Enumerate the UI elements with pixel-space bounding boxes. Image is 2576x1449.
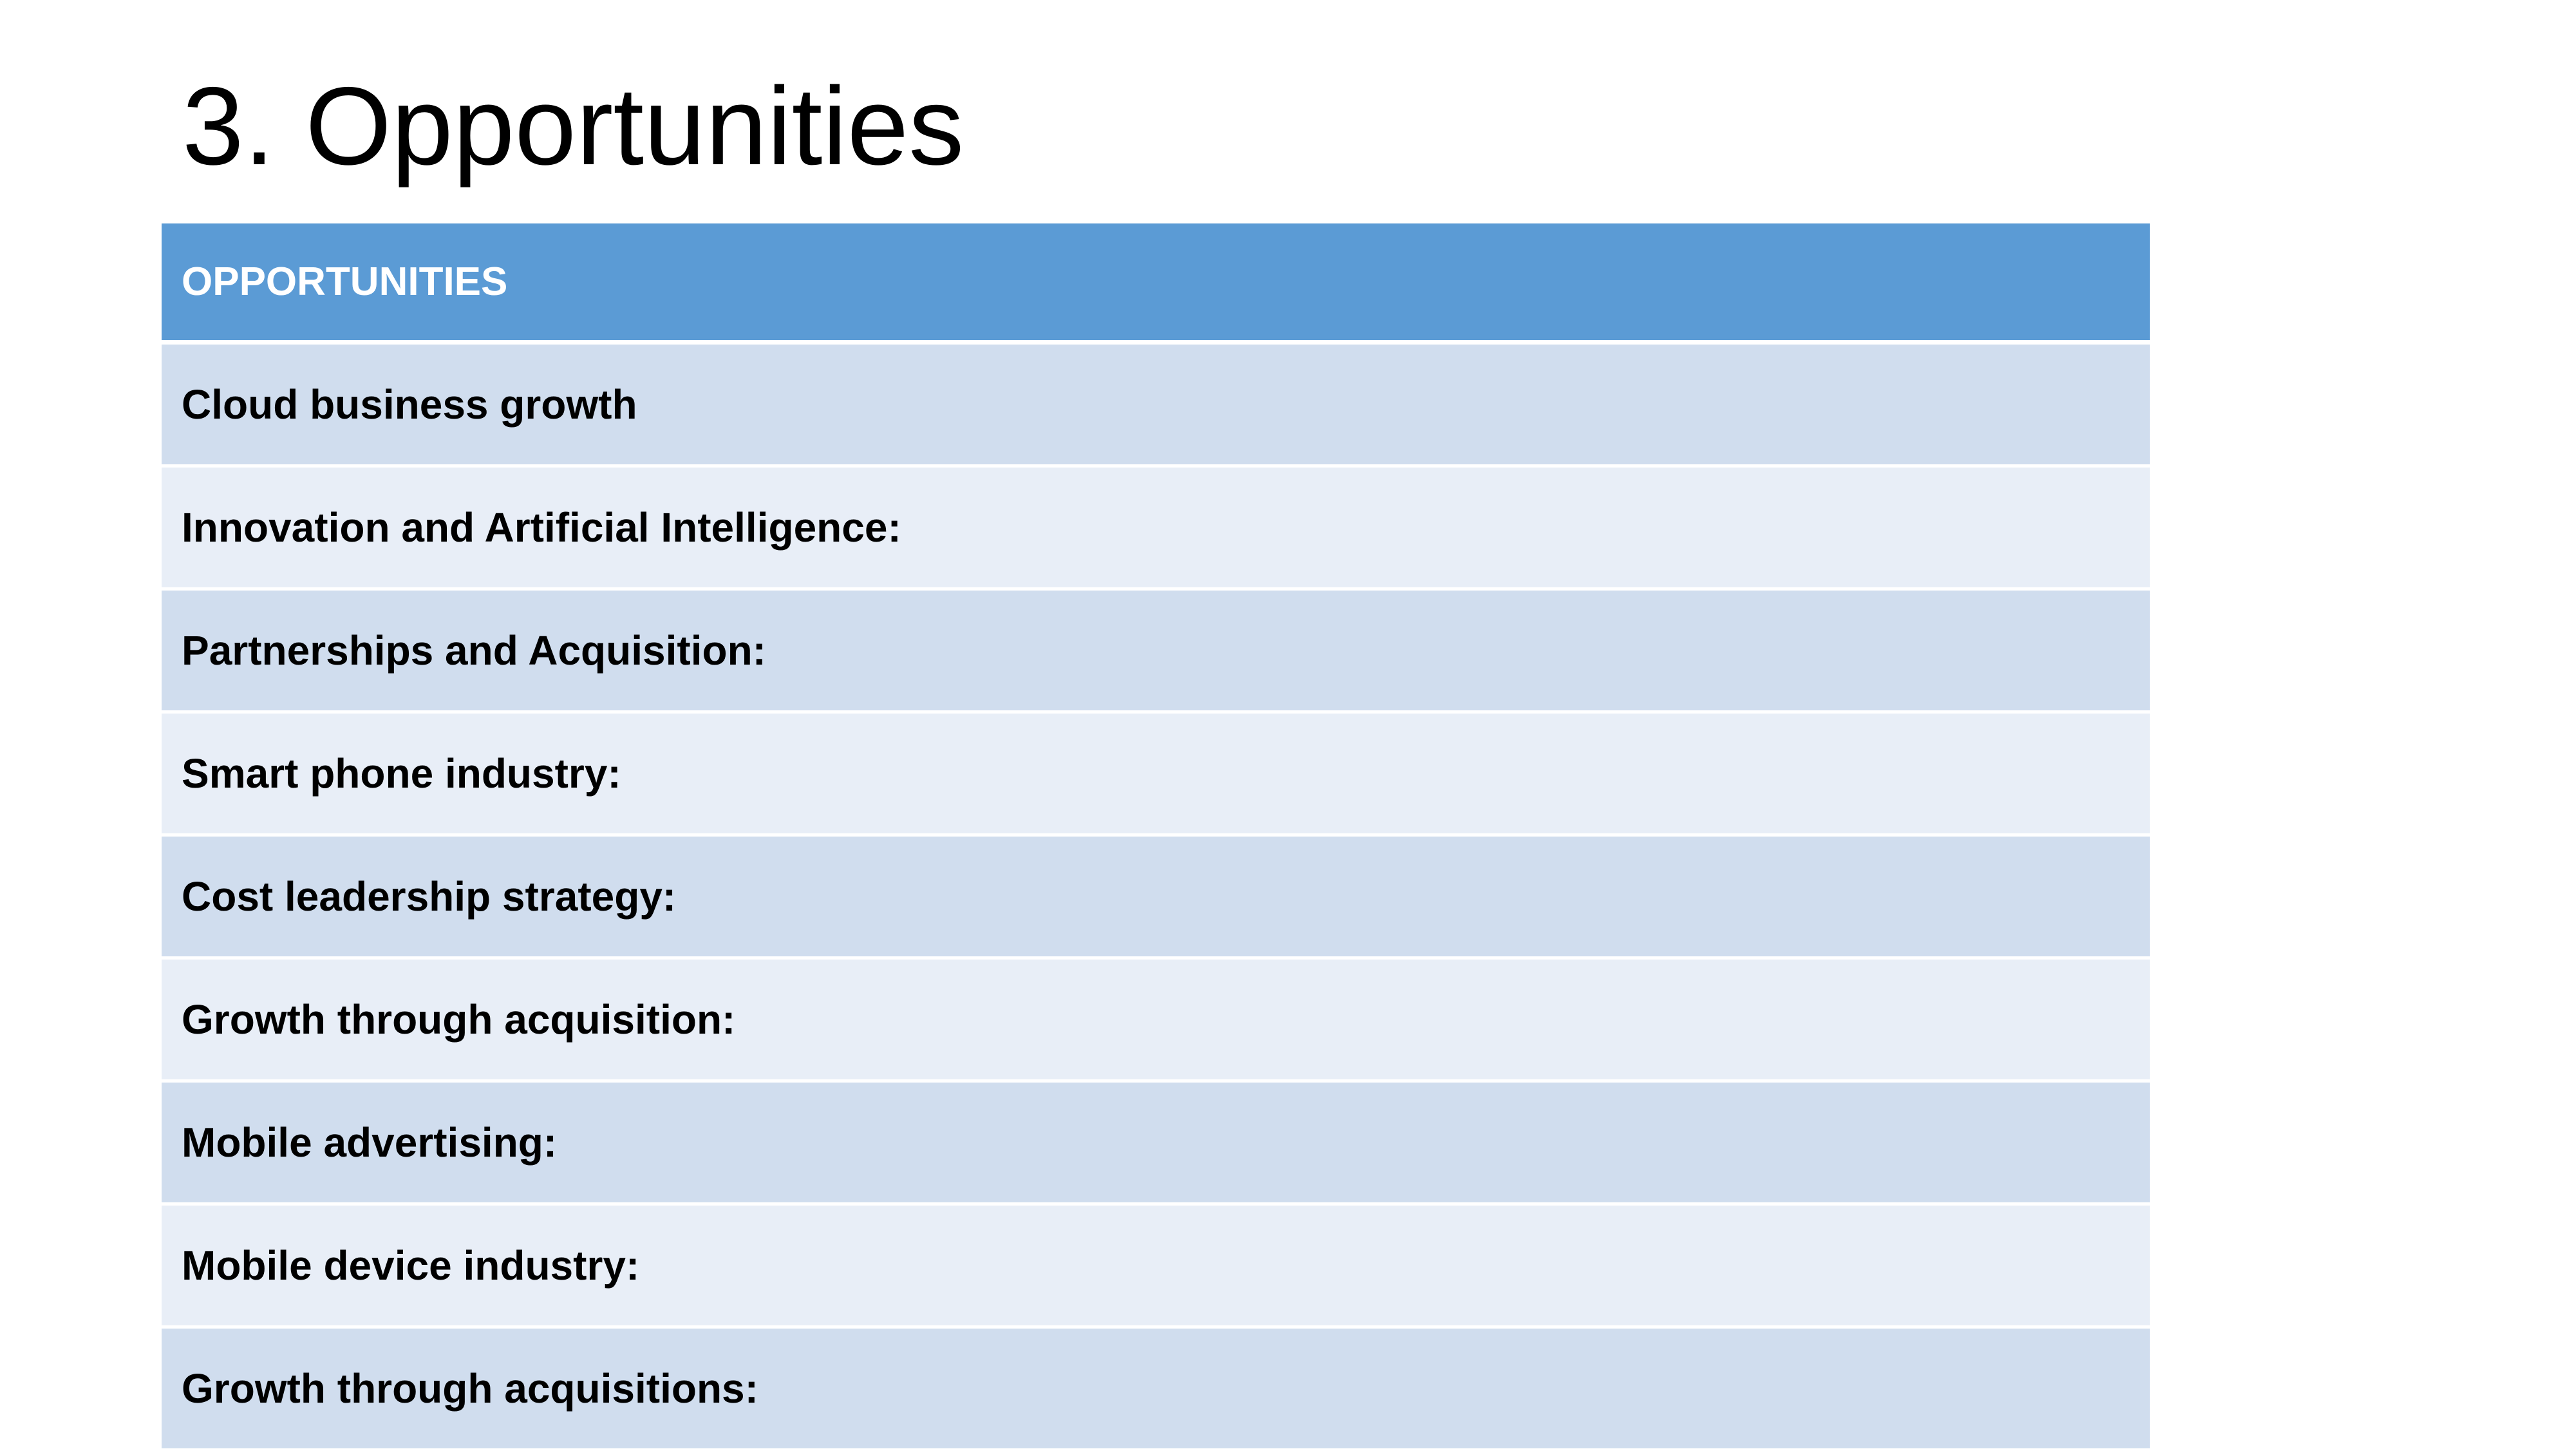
table-row: Smart phone industry:	[162, 714, 2150, 833]
table-row: Cloud business growth	[162, 345, 2150, 464]
table-body: Cloud business growth Innovation and Arti…	[162, 345, 2150, 1448]
table-header: OPPORTUNITIES	[162, 223, 2150, 340]
opportunities-table: OPPORTUNITIES Cloud business growth Innov…	[162, 223, 2150, 1448]
table-row: Partnerships and Acquisition:	[162, 591, 2150, 710]
slide-title: 3. Opportunities	[182, 64, 964, 188]
table-row: Growth through acquisition:	[162, 960, 2150, 1079]
table-row: Cost leadership strategy:	[162, 837, 2150, 956]
table-row: Growth through acquisitions:	[162, 1329, 2150, 1448]
table-row: Mobile advertising:	[162, 1083, 2150, 1202]
table-row: Innovation and Artificial Intelligence:	[162, 468, 2150, 587]
table-row: Mobile device industry:	[162, 1206, 2150, 1325]
